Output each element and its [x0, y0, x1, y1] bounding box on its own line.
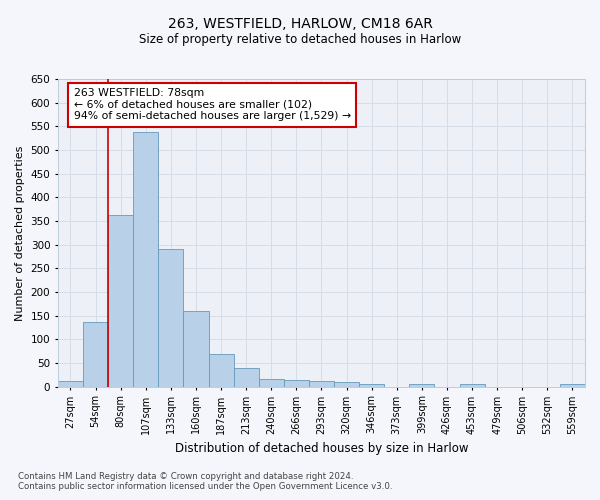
Text: Contains public sector information licensed under the Open Government Licence v3: Contains public sector information licen… [18, 482, 392, 491]
Bar [133, 132, 158, 386]
Text: 263, WESTFIELD, HARLOW, CM18 6AR: 263, WESTFIELD, HARLOW, CM18 6AR [167, 18, 433, 32]
Bar [560, 384, 585, 386]
Bar [334, 382, 359, 386]
Bar [184, 311, 209, 386]
Bar [158, 249, 184, 386]
Bar [460, 384, 485, 386]
Bar [108, 215, 133, 386]
Text: Size of property relative to detached houses in Harlow: Size of property relative to detached ho… [139, 32, 461, 46]
Bar [209, 354, 233, 386]
Text: 263 WESTFIELD: 78sqm
← 6% of detached houses are smaller (102)
94% of semi-detac: 263 WESTFIELD: 78sqm ← 6% of detached ho… [74, 88, 351, 122]
Bar [359, 384, 384, 386]
Bar [409, 384, 434, 386]
Bar [309, 381, 334, 386]
Bar [259, 378, 284, 386]
Bar [83, 322, 108, 386]
Y-axis label: Number of detached properties: Number of detached properties [15, 145, 25, 320]
Bar [233, 368, 259, 386]
Bar [58, 382, 83, 386]
X-axis label: Distribution of detached houses by size in Harlow: Distribution of detached houses by size … [175, 442, 468, 455]
Text: Contains HM Land Registry data © Crown copyright and database right 2024.: Contains HM Land Registry data © Crown c… [18, 472, 353, 481]
Bar [284, 380, 309, 386]
